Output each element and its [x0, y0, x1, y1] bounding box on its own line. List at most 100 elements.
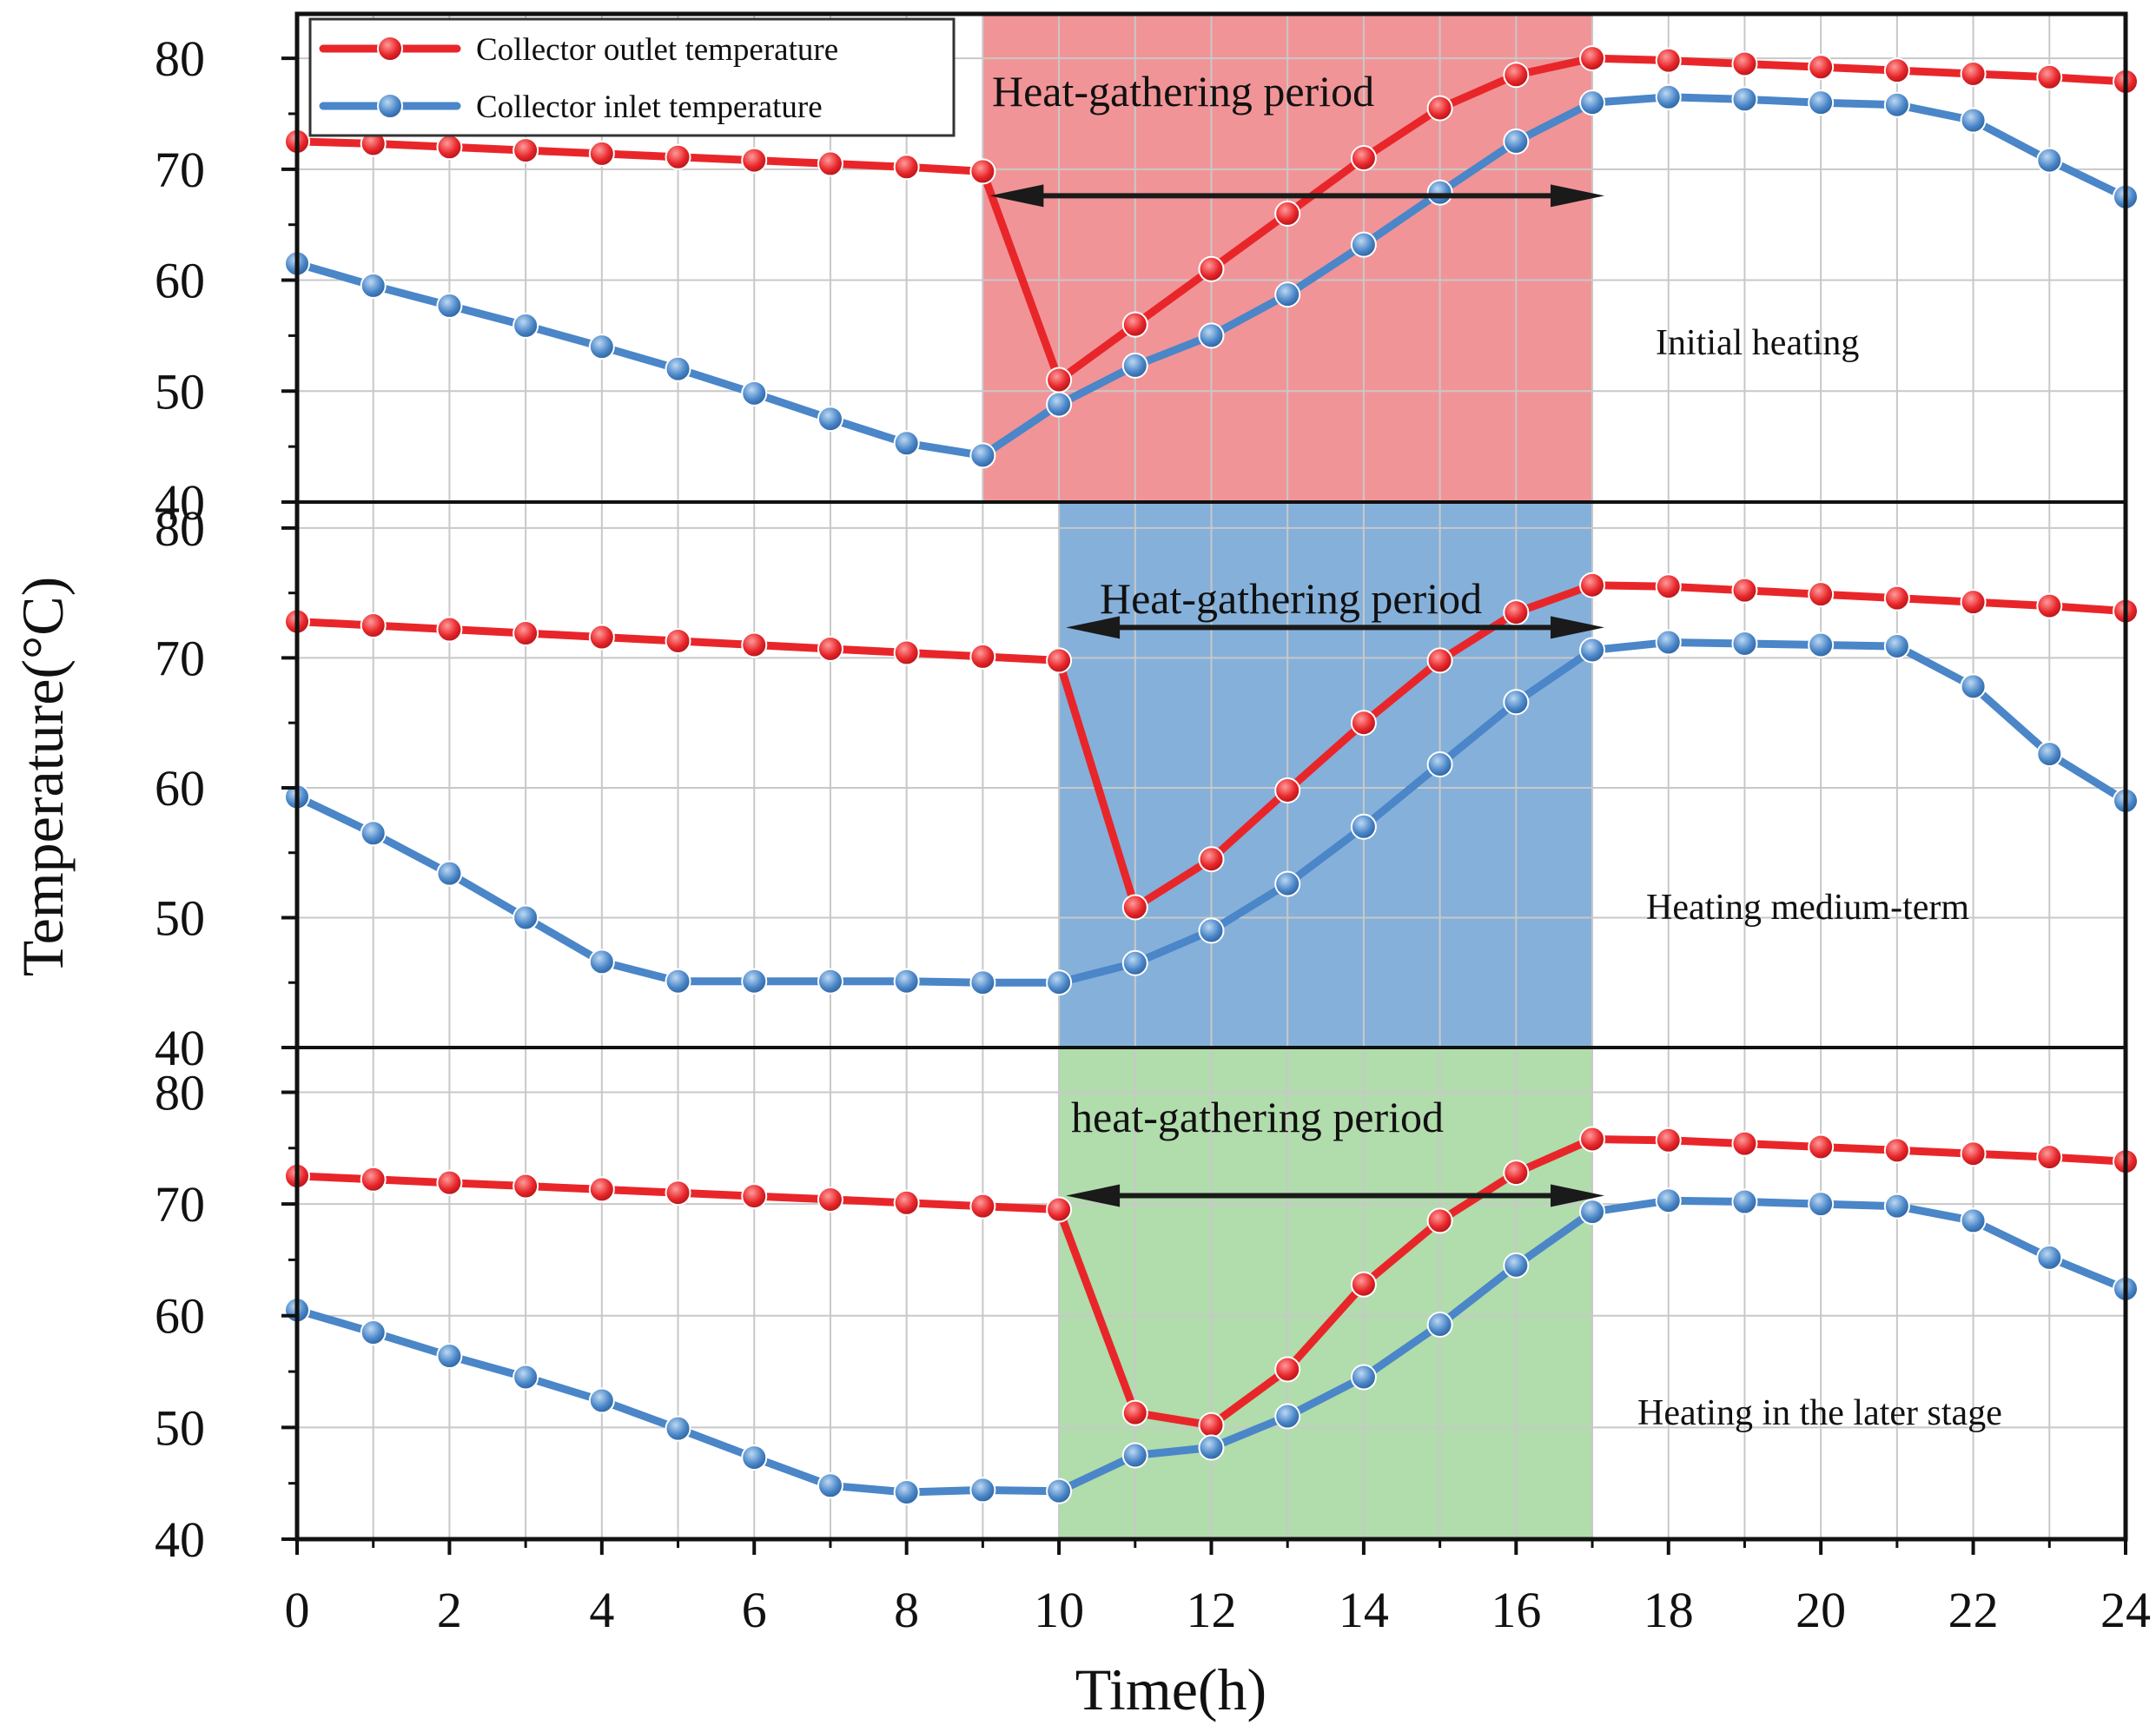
x-tick-label: 22 [1948, 1582, 1999, 1638]
outlet-data-point [588, 624, 615, 651]
inlet-data-point [665, 1415, 691, 1442]
outlet-data-point [2036, 1144, 2063, 1171]
period-arrow-head-left [1066, 1184, 1121, 1207]
y-tick-label: 70 [155, 1176, 205, 1233]
x-tick-label: 10 [1034, 1582, 1084, 1638]
outlet-data-point [2036, 592, 2063, 619]
inlet-data-point [1731, 1188, 1758, 1215]
inlet-data-point [1503, 128, 1530, 155]
inlet-data-point [1808, 89, 1835, 116]
outlet-data-point [817, 635, 843, 662]
inlet-data-point [360, 1319, 387, 1346]
inlet-data-point [436, 860, 463, 887]
outlet-data-point [741, 631, 768, 658]
inlet-data-point [1960, 673, 1987, 700]
period-arrow-head-right [1551, 184, 1605, 208]
outlet-data-point [1274, 777, 1301, 803]
outlet-data-point [893, 154, 920, 181]
inlet-data-point [741, 380, 768, 407]
inlet-data-point [1808, 631, 1835, 658]
outlet-data-point [360, 1166, 387, 1193]
period-arrow-head-left [1066, 616, 1121, 639]
outlet-data-point [1046, 647, 1073, 674]
outlet-data-point [513, 137, 539, 164]
inlet-data-point [1198, 1434, 1225, 1461]
outlet-data-point [1046, 1196, 1073, 1223]
inlet-data-point [1579, 1199, 1606, 1226]
y-tick-label: 50 [155, 363, 205, 420]
outlet-data-point [1121, 1399, 1148, 1426]
inlet-data-point [513, 1364, 539, 1391]
inlet-data-point [665, 355, 691, 382]
inlet-data-point [588, 334, 615, 360]
outlet-data-point [588, 140, 615, 167]
outlet-data-point [665, 627, 691, 654]
frame [281, 11, 2128, 1555]
inlet-data-point [2036, 147, 2063, 174]
x-tick-label: 12 [1187, 1582, 1237, 1638]
outlet-data-point [1731, 1130, 1758, 1157]
period-label: heat-gathering period [1071, 1093, 1444, 1141]
outlet-data-point [436, 616, 463, 643]
outlet-data-point [1960, 60, 1987, 87]
inlet-data-point [741, 1444, 768, 1471]
inlet-data-point [1274, 281, 1301, 308]
outlet-data-point [1655, 573, 1682, 600]
outlet-data-point [1883, 57, 1910, 84]
outlet-data-point [1731, 50, 1758, 77]
inlet-data-point [588, 949, 615, 975]
outlet-data-point [817, 150, 843, 177]
inlet-data-point [969, 442, 996, 469]
y-tick-label: 40 [155, 474, 205, 531]
outlet-data-point [1503, 62, 1530, 89]
y-tick-label: 40 [155, 1511, 205, 1568]
inlet-data-point [1579, 637, 1606, 664]
outlet-data-point [1121, 894, 1148, 921]
inlet-data-point [741, 968, 768, 995]
outlet-data-point [1350, 710, 1377, 737]
outlet-data-point [1350, 145, 1377, 172]
period-label: Heat-gathering period [1100, 574, 1482, 623]
inlet-data-point [1960, 107, 1987, 134]
outlet-data-point [817, 1186, 843, 1213]
outlet-data-point [1426, 647, 1453, 674]
outlet-data-point [1350, 1271, 1377, 1298]
x-tick-label: 0 [285, 1582, 310, 1638]
panel-label: Heating medium-term [1646, 888, 1969, 928]
outlet-data-point [1883, 585, 1910, 611]
x-tick-label: 14 [1339, 1582, 1389, 1638]
y-tick-label: 60 [155, 253, 205, 309]
outlet-data-point [1883, 1137, 1910, 1164]
inlet-data-point [893, 968, 920, 995]
x-tick-label: 8 [894, 1582, 919, 1638]
inlet-data-point [1503, 689, 1530, 716]
inlet-data-point [1198, 322, 1225, 349]
outlet-data-point [1960, 589, 1987, 616]
outlet-data-point [665, 143, 691, 170]
outlet-data-point [513, 620, 539, 647]
outlet-data-point [1121, 311, 1148, 338]
period-arrow-head-left [989, 184, 1044, 208]
x-tick-label: 24 [2100, 1582, 2151, 1638]
outlet-data-point [2036, 63, 2063, 90]
x-tick-label: 4 [589, 1582, 614, 1638]
period-label: Heat-gathering period [992, 67, 1374, 116]
inlet-data-point [1350, 231, 1377, 258]
outlet-data-point [1960, 1140, 1987, 1167]
legend-swatch-marker [377, 36, 403, 62]
x-tick-label: 2 [437, 1582, 462, 1638]
outlet-data-point [893, 1189, 920, 1216]
panel-label: Initial heating [1656, 323, 1859, 363]
y-tick-label: 80 [155, 30, 205, 87]
inlet-data-point [817, 968, 843, 995]
outlet-data-point [1579, 45, 1606, 72]
outlet-data-point [665, 1180, 691, 1206]
outlet-data-point [1579, 572, 1606, 598]
inlet-data-point [1274, 1403, 1301, 1430]
inlet-data-point [1350, 1364, 1377, 1391]
outlet-data-point [1198, 255, 1225, 282]
inlet-data-point [1046, 391, 1073, 418]
outlet-data-point [1046, 367, 1073, 393]
inlet-data-point [969, 969, 996, 996]
inlet-data-point [817, 1472, 843, 1499]
